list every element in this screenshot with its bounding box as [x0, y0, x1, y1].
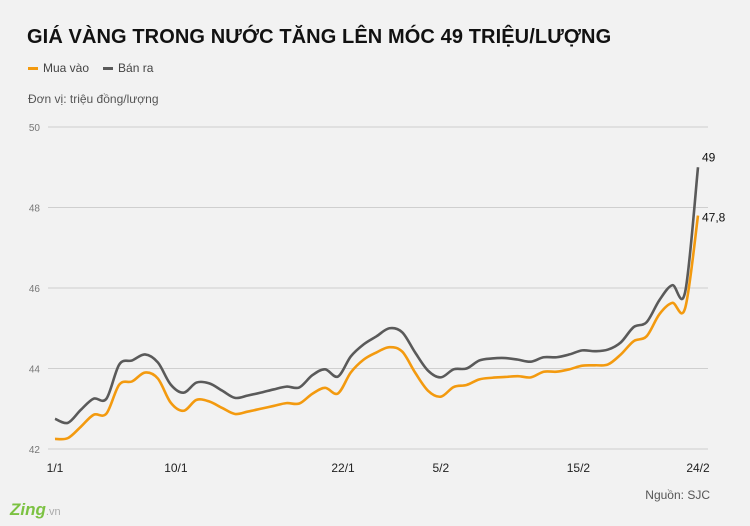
series-line-ban-ra [54, 167, 700, 425]
legend-item-mua-vao: Mua vào [28, 61, 89, 75]
unit-label: Đơn vị: triệu đồng/lượng [28, 92, 159, 106]
y-tick-label: 42 [29, 445, 41, 456]
x-tick-label: 22/1 [331, 461, 355, 475]
y-tick-label: 44 [29, 365, 41, 376]
series-line-mua-vao [54, 215, 700, 441]
end-value-label: 47,8 [702, 211, 726, 225]
logo-text: Zing [10, 500, 46, 519]
legend-swatch-ban-ra [103, 66, 114, 70]
zing-logo: Zing.vn [10, 500, 61, 520]
legend-item-ban-ra: Bán ra [103, 61, 153, 75]
end-value-label: 49 [702, 150, 716, 164]
x-tick-label: 24/2 [686, 461, 710, 475]
x-tick-label: 1/1 [47, 461, 64, 475]
logo-suffix: .vn [45, 506, 61, 518]
legend: Mua vào Bán ra [28, 61, 153, 75]
legend-label-mua-vao: Mua vào [43, 61, 90, 75]
x-tick-label: 10/1 [164, 461, 188, 475]
x-tick-label: 15/2 [567, 461, 591, 475]
legend-swatch-mua-vao [28, 66, 38, 70]
chart-title: GIÁ VÀNG TRONG NƯỚC TĂNG LÊN MÓC 49 TRIỆ… [27, 26, 612, 48]
y-tick-label: 46 [29, 284, 41, 295]
legend-label-ban-ra: Bán ra [118, 61, 154, 75]
y-tick-label: 50 [29, 123, 41, 134]
y-tick-label: 48 [29, 204, 41, 215]
source-label: Nguồn: SJC [645, 488, 710, 502]
x-tick-label: 5/2 [432, 461, 449, 475]
